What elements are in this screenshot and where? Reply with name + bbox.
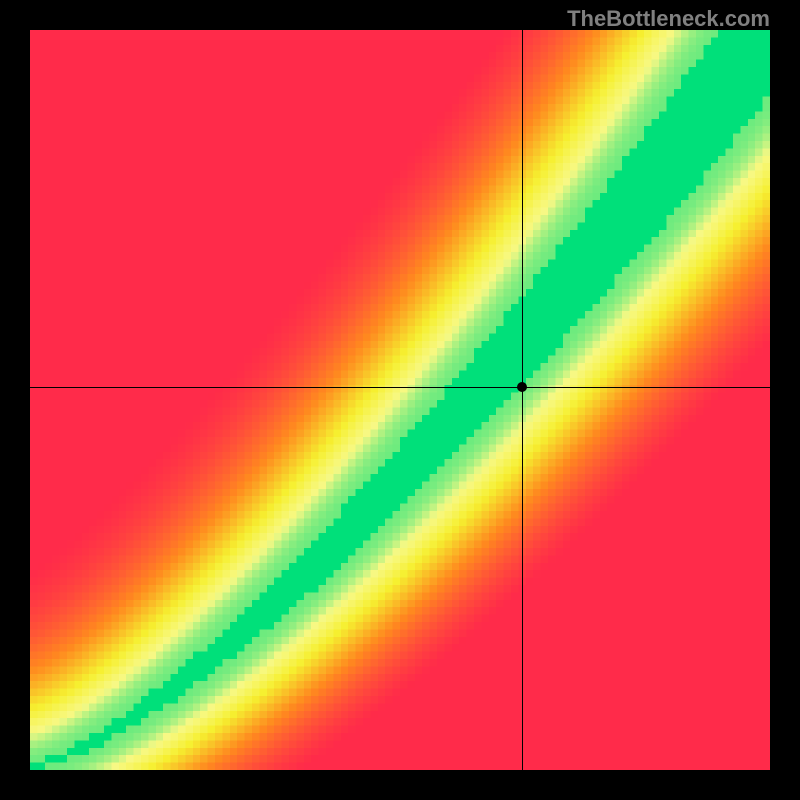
crosshair-horizontal [30,387,770,388]
chart-container: TheBottleneck.com [0,0,800,800]
watermark-text: TheBottleneck.com [567,6,770,32]
bottleneck-marker-point [517,382,527,392]
heatmap-plot [30,30,770,770]
crosshair-vertical [522,30,523,770]
heatmap-canvas [30,30,770,770]
